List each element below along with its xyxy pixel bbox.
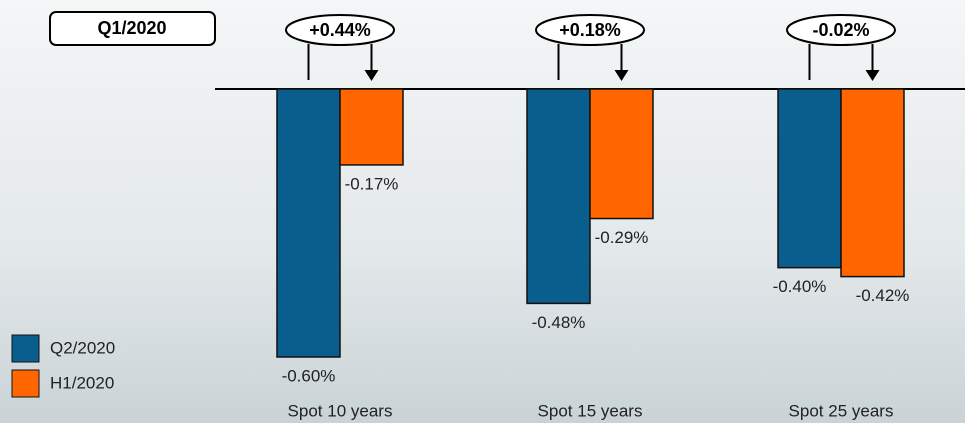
annotation: -0.02%: [812, 20, 869, 40]
arrow-head: [865, 70, 880, 81]
legend-swatch: [11, 334, 40, 363]
x-tick-label: Spot 15 years: [538, 401, 643, 420]
value-label: -0.48%: [532, 313, 586, 332]
bar: [589, 88, 654, 220]
bar: [840, 88, 905, 278]
annotation-bubble: [535, 14, 645, 46]
arrow-head: [364, 70, 379, 81]
arrow-head: [614, 70, 629, 81]
value-label: -0.42%: [856, 286, 910, 305]
badge: Q1/2020: [97, 18, 166, 38]
legend-swatch: [11, 369, 40, 398]
value-label: -0.29%: [595, 228, 649, 247]
legend-label: H1/2020: [50, 373, 114, 392]
legend-label: Q2/2020: [50, 338, 115, 357]
annotation-bubble: [285, 14, 395, 46]
annotation-bubble: [786, 14, 896, 46]
annotation: +0.18%: [559, 20, 621, 40]
value-label: -0.17%: [345, 174, 399, 193]
annotation: +0.44%: [309, 20, 371, 40]
value-label: -0.60%: [282, 366, 336, 385]
x-tick-label: Spot 10 years: [288, 401, 393, 420]
bar: [526, 88, 591, 305]
x-tick-label: Spot 25 years: [789, 401, 894, 420]
value-label: -0.40%: [773, 277, 827, 296]
bar: [339, 88, 404, 166]
bar: [276, 88, 341, 358]
badge-box: [49, 11, 216, 46]
bar: [777, 88, 842, 269]
